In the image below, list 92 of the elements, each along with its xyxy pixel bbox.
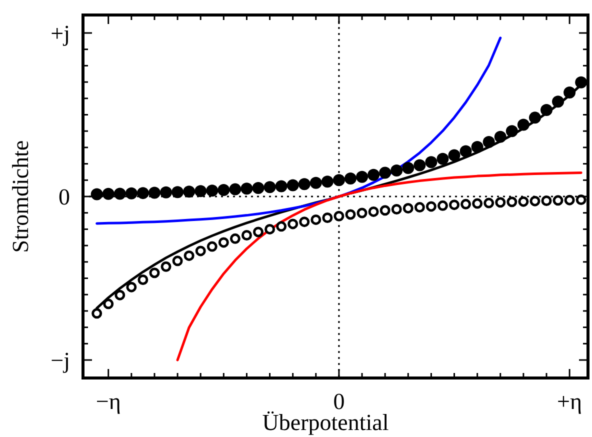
point xyxy=(298,178,310,190)
point xyxy=(552,195,564,206)
point xyxy=(426,201,436,212)
point xyxy=(138,274,148,285)
point xyxy=(264,224,276,234)
point xyxy=(448,149,460,162)
point xyxy=(530,196,540,206)
point xyxy=(103,298,114,310)
point xyxy=(494,130,506,143)
point xyxy=(206,184,218,197)
point xyxy=(576,194,586,206)
point xyxy=(484,198,494,208)
point xyxy=(506,125,518,138)
point xyxy=(252,182,264,194)
point xyxy=(149,268,160,278)
point xyxy=(345,209,356,220)
x-tick-label: −η xyxy=(96,389,121,414)
point xyxy=(172,186,184,198)
point xyxy=(276,221,287,232)
text: +j xyxy=(50,21,70,46)
x-tick-label: +η xyxy=(557,389,582,414)
point xyxy=(160,261,172,272)
point xyxy=(437,200,448,211)
point xyxy=(126,282,137,292)
point xyxy=(472,198,483,209)
point xyxy=(240,182,253,195)
point xyxy=(206,241,218,252)
point xyxy=(114,290,126,300)
text: −j xyxy=(50,348,70,374)
point xyxy=(310,176,322,189)
point xyxy=(414,159,426,172)
point xyxy=(518,196,529,207)
point xyxy=(160,186,172,198)
point xyxy=(90,188,103,200)
point xyxy=(136,187,149,200)
point xyxy=(195,246,206,256)
point xyxy=(286,179,299,192)
point xyxy=(575,76,588,88)
point xyxy=(390,164,403,176)
point xyxy=(218,237,229,248)
point xyxy=(495,197,506,208)
point xyxy=(391,204,402,215)
point xyxy=(356,208,368,218)
point xyxy=(460,198,472,210)
point xyxy=(436,152,449,165)
point xyxy=(275,180,288,192)
point xyxy=(288,218,298,230)
point xyxy=(540,104,552,116)
point xyxy=(528,112,541,124)
point xyxy=(321,176,334,188)
y-axis-title: Stromdichte xyxy=(8,140,33,253)
point xyxy=(299,216,310,228)
point xyxy=(402,203,414,214)
point xyxy=(229,183,242,196)
point xyxy=(114,188,126,200)
point xyxy=(482,136,495,148)
point xyxy=(506,196,518,208)
point xyxy=(194,185,207,198)
point xyxy=(92,308,102,319)
point xyxy=(517,118,530,131)
point xyxy=(334,210,344,222)
point xyxy=(183,186,196,198)
point xyxy=(564,86,576,99)
point xyxy=(471,140,484,153)
point xyxy=(264,181,276,194)
point xyxy=(425,156,438,168)
point xyxy=(356,170,368,183)
point xyxy=(172,256,183,266)
point xyxy=(230,233,240,244)
point xyxy=(310,214,322,225)
point xyxy=(380,205,390,216)
point xyxy=(253,226,264,238)
point xyxy=(102,188,114,200)
point xyxy=(218,184,230,196)
point xyxy=(241,230,252,241)
point xyxy=(125,187,138,200)
point xyxy=(322,212,333,224)
point xyxy=(414,202,425,213)
text: 0 xyxy=(58,184,70,210)
point xyxy=(148,186,160,199)
point xyxy=(379,166,392,179)
point xyxy=(541,196,552,206)
point xyxy=(332,174,345,186)
point xyxy=(460,145,472,158)
point xyxy=(368,206,379,217)
point xyxy=(552,96,564,108)
point xyxy=(402,162,414,174)
point xyxy=(564,194,575,206)
point xyxy=(449,200,460,210)
point xyxy=(344,172,356,185)
point xyxy=(368,168,380,181)
point xyxy=(184,250,194,261)
